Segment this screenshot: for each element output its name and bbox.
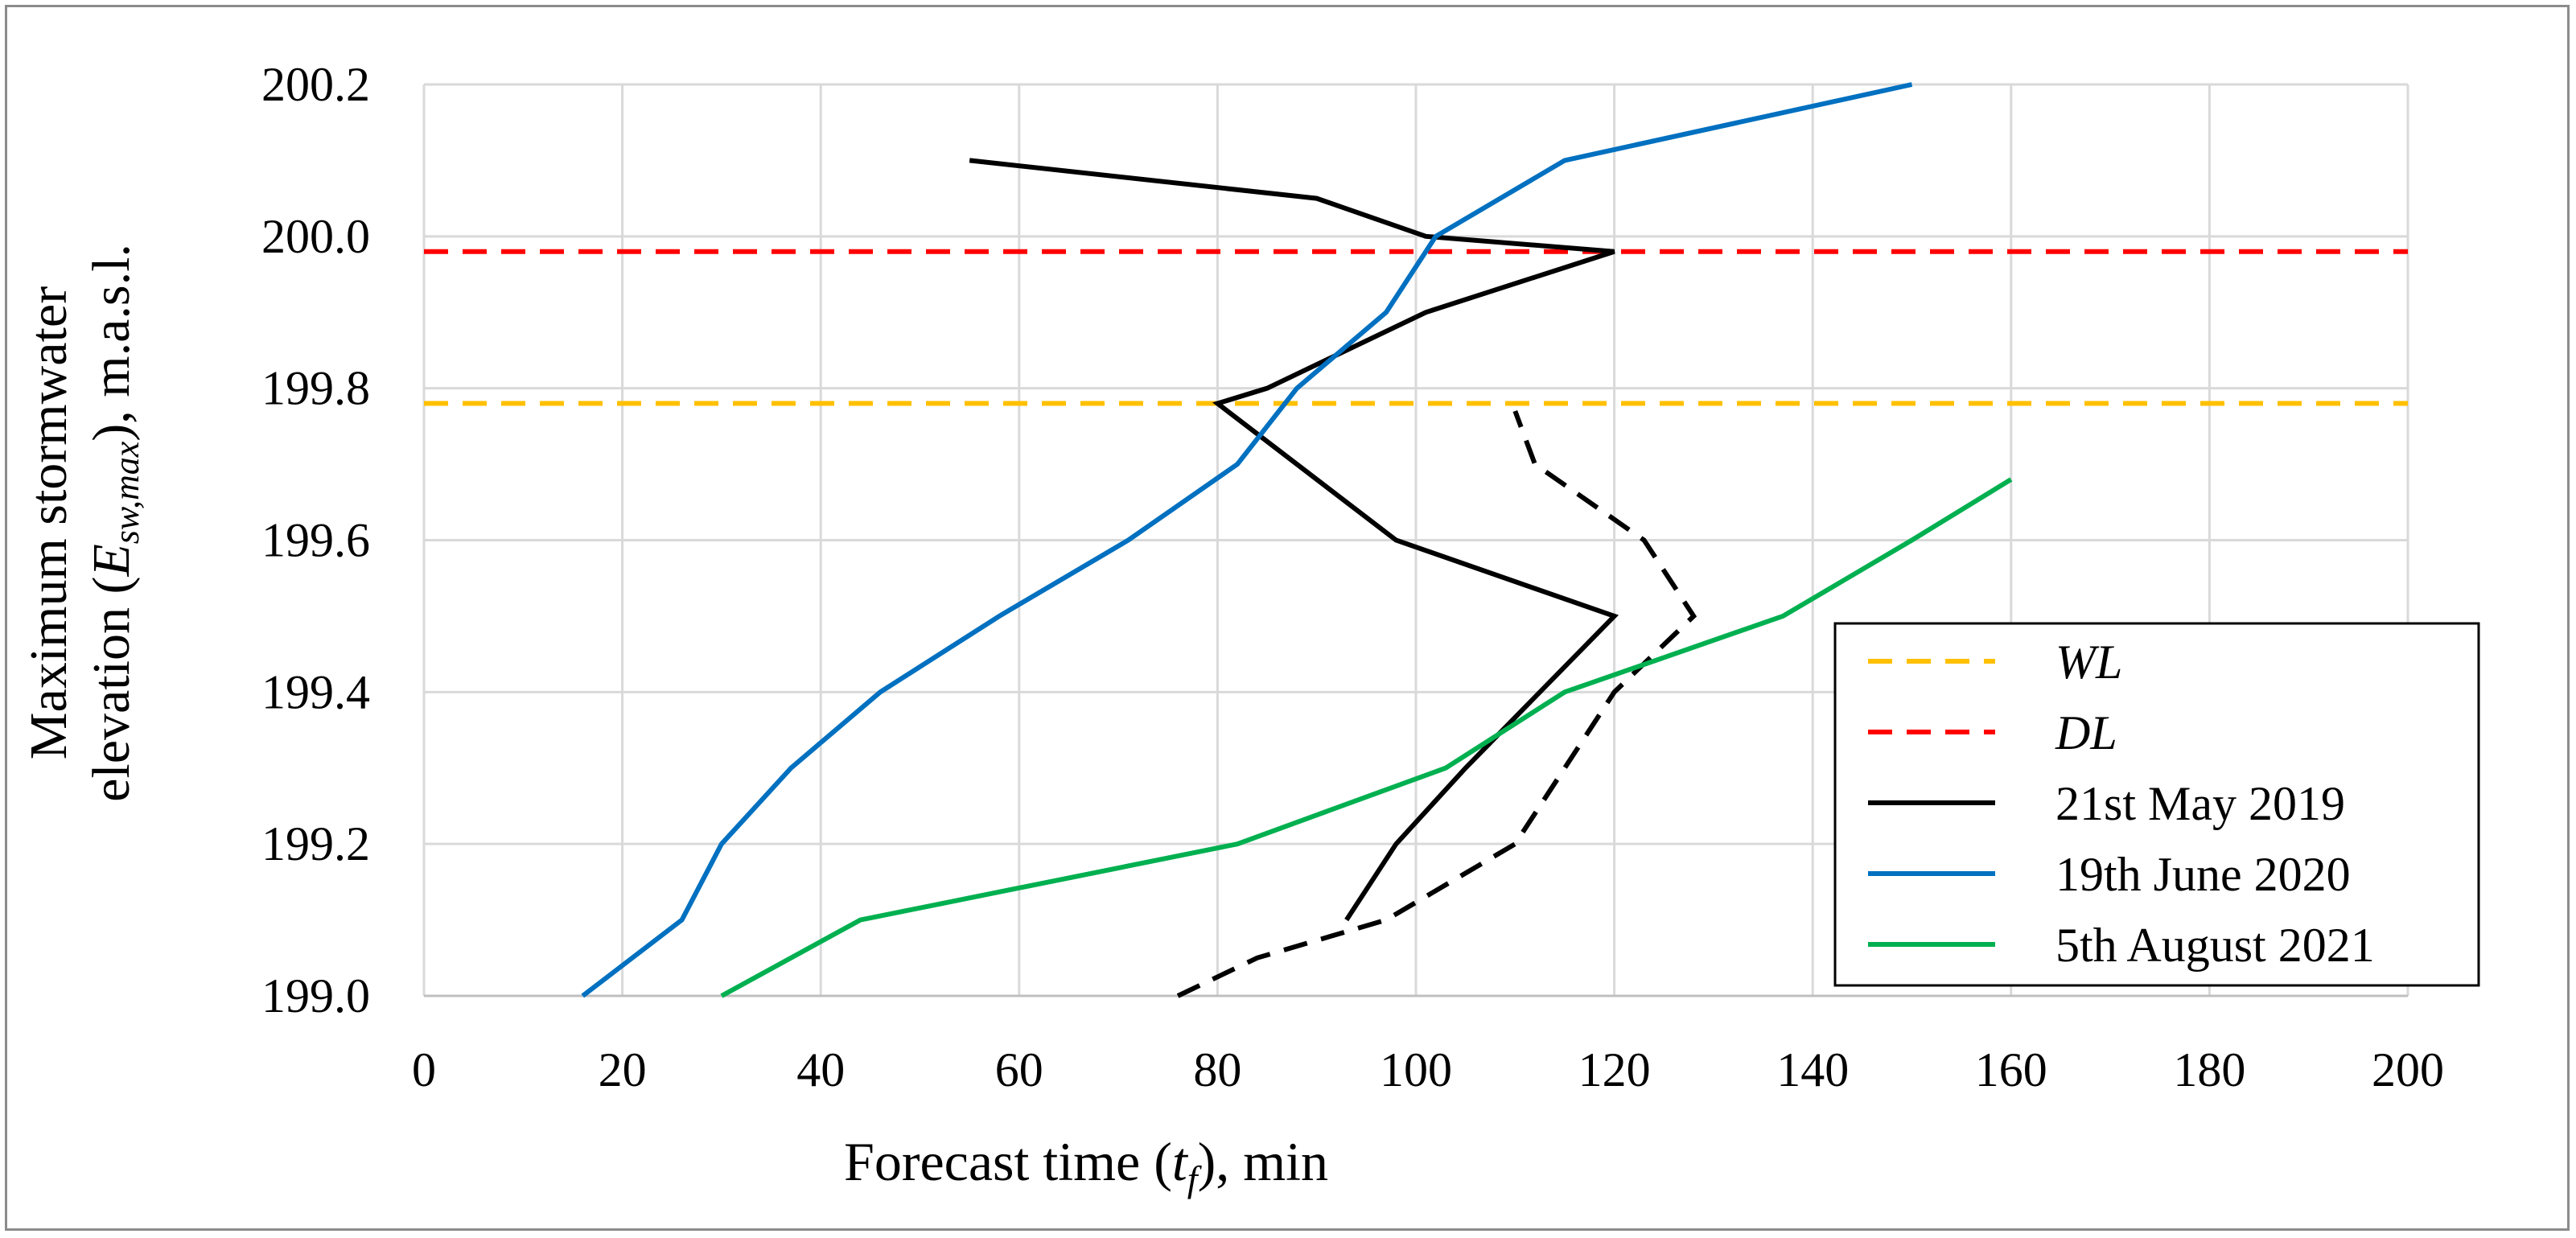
chart-frame xyxy=(5,5,2570,1231)
x-tick-label: 100 xyxy=(1380,1043,1452,1096)
y-axis-label-line2: elevation (Esw,max), m.a.s.l. xyxy=(82,244,146,802)
legend-label: WL xyxy=(2055,635,2122,689)
x-tick-label: 20 xyxy=(599,1043,647,1096)
x-tick-label: 160 xyxy=(1975,1043,2047,1096)
x-tick-label: 80 xyxy=(1193,1043,1241,1096)
y-tick-labels: 199.0 199.2 199.4 199.6 199.8 200.0 200.2 xyxy=(261,58,370,1022)
series-line-21st-may-2019 xyxy=(969,158,1619,922)
y-axis-label: Maximum stormwater elevation (Esw,max), … xyxy=(19,244,146,802)
series-line-5th-august-2021 xyxy=(720,477,2013,998)
legend: WL DL 21st May 2019 19th June 2020 5th Augus… xyxy=(1833,622,2480,987)
y-tick-label: 199.4 xyxy=(261,665,370,718)
grid-lines xyxy=(422,83,2409,997)
x-tick-label: 200 xyxy=(2372,1043,2444,1096)
x-tick-label: 180 xyxy=(2173,1043,2245,1096)
x-tick-label: 60 xyxy=(995,1043,1043,1096)
x-tick-labels: 0 20 40 60 80 100 120 140 160 180 200 xyxy=(412,1043,2444,1096)
legend-label: 5th August 2021 xyxy=(2055,919,2375,972)
y-tick-label: 200.0 xyxy=(261,210,370,263)
legend-label: 21st May 2019 xyxy=(2055,777,2345,830)
x-tick-label: 140 xyxy=(1776,1043,1849,1096)
x-tick-label: 0 xyxy=(412,1043,436,1096)
x-tick-label: 40 xyxy=(796,1043,845,1096)
legend-label: DL xyxy=(2055,706,2117,759)
series-line-21st-may-2019-dashed xyxy=(1176,409,1697,998)
legend-label: 19th June 2020 xyxy=(2055,848,2351,901)
y-tick-label: 199.0 xyxy=(261,969,370,1022)
y-tick-label: 199.6 xyxy=(261,514,370,567)
y-tick-label: 199.2 xyxy=(261,817,370,870)
series-line-19th-june-2020 xyxy=(581,82,1913,998)
x-axis-label: Forecast time (tf), min xyxy=(844,1131,1328,1199)
y-tick-label: 200.2 xyxy=(261,58,370,111)
y-axis-label-line1: Maximum stormwater xyxy=(19,286,78,759)
x-tick-label: 120 xyxy=(1578,1043,1651,1096)
series-lines xyxy=(424,82,2408,998)
y-tick-label: 199.8 xyxy=(261,362,370,415)
